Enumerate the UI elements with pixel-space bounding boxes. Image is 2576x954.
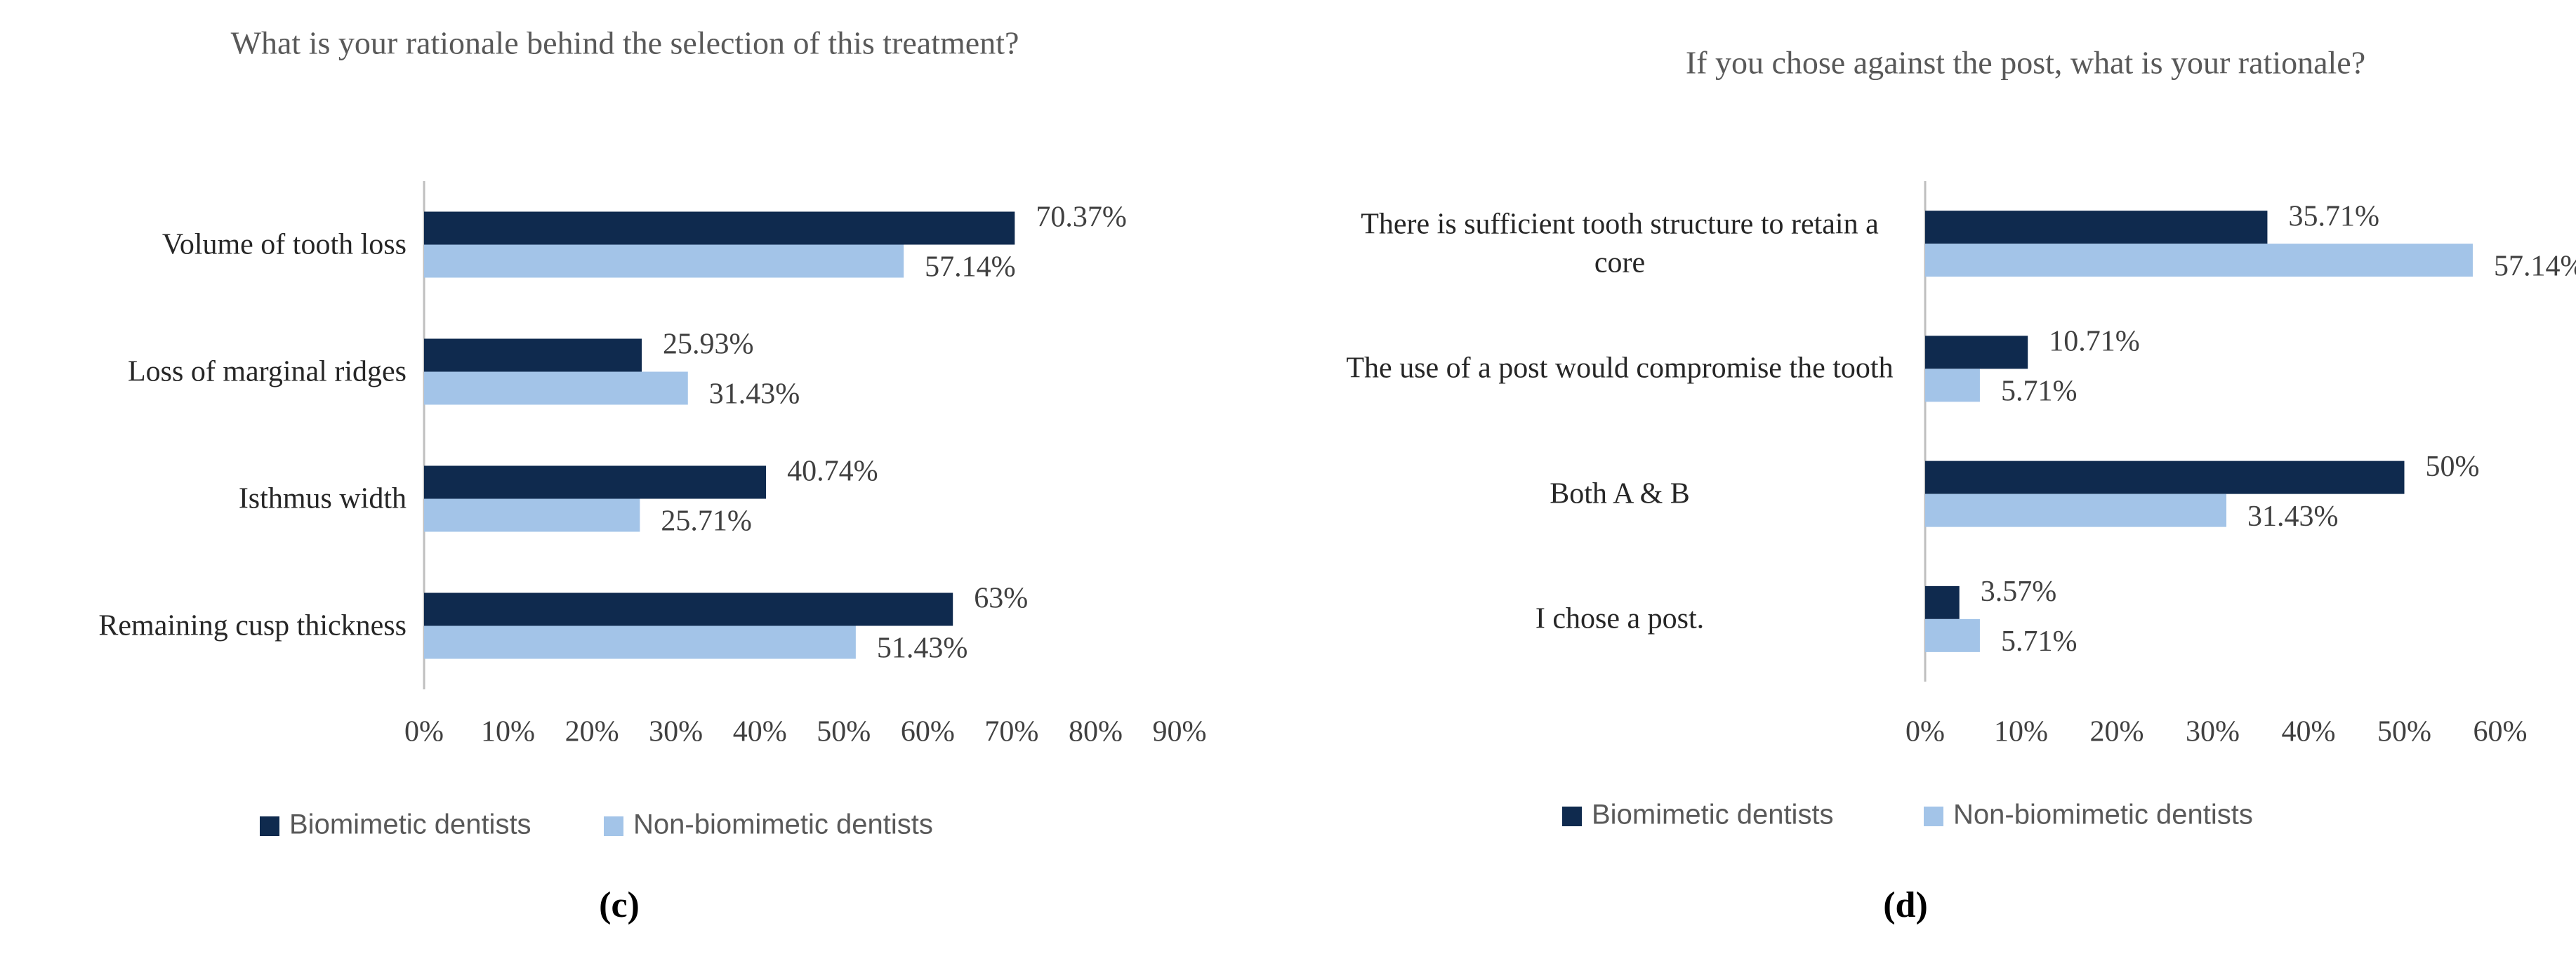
bar (1925, 618, 1980, 652)
x-tick-label: 20% (2090, 716, 2144, 748)
value-label: 25.71% (661, 505, 752, 538)
x-tick-label: 0% (1905, 716, 1945, 748)
value-label: 5.71% (2001, 625, 2078, 658)
bar (1925, 244, 2473, 277)
bar (1925, 369, 1980, 402)
x-tick-label: 50% (817, 716, 871, 748)
x-tick-label: 30% (649, 716, 703, 748)
chart-title: What is your rationale behind the select… (231, 25, 1019, 61)
legend-label: Biomimetic dentists (289, 809, 531, 840)
value-label: 25.93% (663, 329, 754, 361)
category-label: Loss of marginal ridges (128, 355, 407, 388)
legend-swatch (1924, 807, 1943, 826)
legend-swatch (604, 816, 623, 836)
bar (1925, 461, 2405, 494)
bar (1925, 336, 2028, 369)
value-label: 10.71% (2049, 326, 2140, 358)
x-tick-label: 60% (901, 716, 955, 748)
x-tick-label: 40% (733, 716, 787, 748)
x-tick-label: 10% (481, 716, 535, 748)
value-label: 57.14% (925, 251, 1016, 284)
value-label: 70.37% (1036, 201, 1127, 234)
legend-label: Non-biomimetic dentists (1953, 800, 2253, 830)
bar (424, 465, 767, 499)
category-label: Both A & B (1550, 477, 1690, 510)
bar (424, 338, 642, 372)
bar (424, 592, 953, 626)
chart-title: If you chose against the post, what is y… (1686, 45, 2365, 81)
bar (424, 498, 640, 532)
bar (424, 244, 904, 278)
x-tick-label: 90% (1153, 716, 1207, 748)
caption: (d) (1883, 885, 1928, 925)
x-tick-label: 30% (2186, 716, 2240, 748)
x-tick-label: 60% (2473, 716, 2528, 748)
legend-label: Biomimetic dentists (1592, 800, 1834, 830)
x-tick-label: 80% (1069, 716, 1123, 748)
legend-swatch (1562, 807, 1582, 826)
category-label: Isthmus width (238, 482, 407, 515)
category-label: Volume of tooth loss (161, 228, 407, 261)
x-tick-label: 10% (1994, 716, 2048, 748)
value-label: 3.57% (1981, 576, 2057, 608)
x-tick-label: 50% (2377, 716, 2431, 748)
bar (1925, 493, 2227, 527)
bar (424, 211, 1015, 245)
category-label: I chose a post. (1535, 602, 1705, 635)
category-label: The use of a post would compromise the t… (1346, 352, 1894, 385)
x-tick-label: 20% (565, 716, 619, 748)
category-label: Remaining cusp thickness (98, 609, 407, 642)
bar (1925, 211, 2268, 244)
category-label: There is sufficient tooth structure to r… (1361, 208, 1879, 279)
value-label: 40.74% (787, 456, 878, 488)
value-label: 31.43% (2247, 501, 2339, 533)
caption: (c) (599, 885, 640, 925)
bar (1925, 585, 1960, 619)
value-label: 50% (2426, 451, 2480, 483)
value-label: 5.71% (2001, 376, 2078, 408)
value-label: 35.71% (2288, 200, 2379, 232)
x-tick-label: 70% (984, 716, 1038, 748)
value-label: 51.43% (877, 632, 968, 665)
x-tick-label: 0% (404, 716, 444, 748)
legend-swatch (260, 816, 279, 836)
value-label: 31.43% (709, 378, 800, 411)
value-label: 63% (974, 583, 1028, 615)
x-tick-label: 40% (2282, 716, 2336, 748)
legend-label: Non-biomimetic dentists (633, 809, 933, 840)
value-label: 57.14% (2494, 250, 2576, 282)
bar (424, 625, 856, 659)
bar (424, 371, 688, 405)
